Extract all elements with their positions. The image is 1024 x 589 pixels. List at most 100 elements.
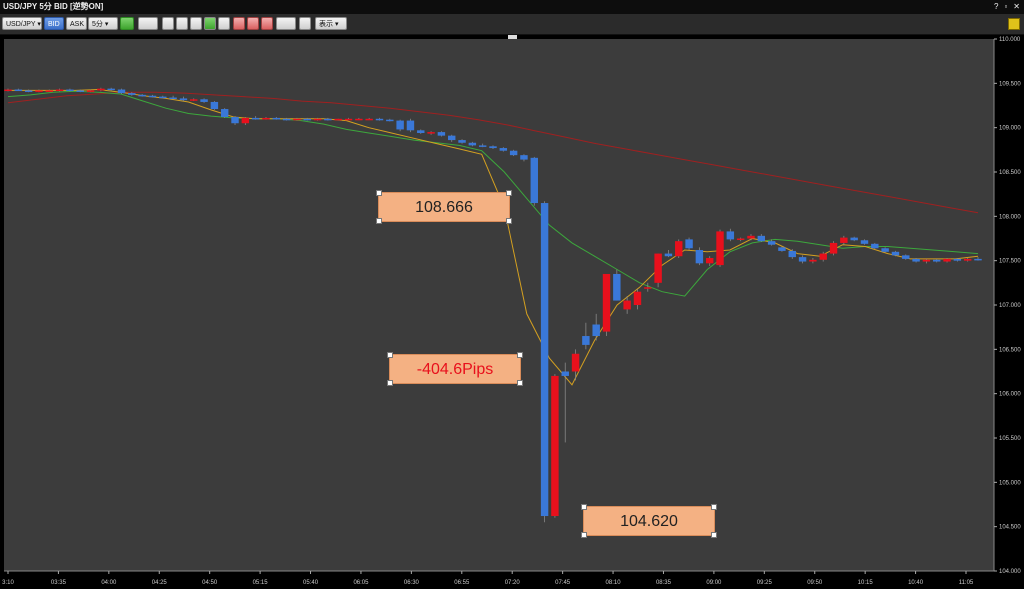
draw-tool-icon[interactable] bbox=[276, 17, 296, 30]
candle-body bbox=[726, 231, 735, 240]
plot-background bbox=[4, 39, 994, 571]
candle-body bbox=[468, 142, 477, 146]
candle-body bbox=[654, 253, 662, 283]
y-tick-label: 105.500 bbox=[999, 436, 1021, 442]
help-icon[interactable]: ? bbox=[994, 2, 999, 11]
candle-body bbox=[128, 93, 136, 95]
window-titlebar: USD/JPY 5分 BID [逆勢ON] ? ▫ ✕ bbox=[0, 0, 1024, 14]
candle-body bbox=[860, 240, 869, 244]
candle-body bbox=[747, 235, 755, 239]
candle-body bbox=[406, 120, 415, 131]
high-price-callout[interactable]: 108.666 bbox=[376, 190, 512, 224]
y-tick-label: 109.500 bbox=[999, 81, 1021, 87]
candle-body bbox=[324, 118, 332, 121]
candle-body bbox=[850, 237, 858, 241]
candle-body bbox=[602, 273, 611, 332]
symbol-select[interactable]: USD/JPY ▾ bbox=[2, 17, 42, 30]
candle-body bbox=[24, 90, 33, 92]
x-tick-label: 3:10 bbox=[2, 580, 14, 586]
interval-select[interactable]: 5分 ▾ bbox=[88, 17, 118, 30]
candle-body bbox=[159, 96, 167, 99]
candle-body bbox=[45, 90, 53, 92]
alert-icon[interactable] bbox=[261, 17, 273, 30]
copy-icon[interactable] bbox=[299, 17, 311, 30]
candle-body bbox=[767, 241, 776, 245]
zoom-in-icon[interactable] bbox=[162, 17, 174, 30]
candle-body bbox=[881, 248, 889, 252]
candle-body bbox=[293, 118, 301, 121]
candle-body bbox=[798, 257, 807, 262]
order-icon[interactable] bbox=[233, 17, 245, 30]
settings-grid-icon[interactable] bbox=[1008, 18, 1020, 30]
candle-body bbox=[675, 241, 683, 257]
x-tick-label: 06:30 bbox=[404, 580, 420, 586]
candle-body bbox=[427, 132, 435, 134]
candle-body bbox=[922, 259, 931, 262]
grid-icon[interactable] bbox=[204, 17, 216, 30]
candle-body bbox=[571, 353, 580, 372]
candle-body bbox=[210, 101, 219, 110]
zoom-out-icon[interactable] bbox=[176, 17, 188, 30]
x-tick-label: 05:15 bbox=[253, 580, 269, 586]
candle-body bbox=[499, 148, 508, 151]
ask-button[interactable]: ASK bbox=[66, 17, 87, 30]
candle-body bbox=[736, 238, 745, 240]
candle-body bbox=[14, 89, 23, 92]
candle-body bbox=[551, 375, 559, 517]
candle-body bbox=[365, 118, 373, 121]
candle-body bbox=[375, 118, 384, 121]
x-tick-label: 03:35 bbox=[51, 580, 67, 586]
candle-body bbox=[355, 118, 363, 121]
window-controls: ? ▫ ✕ bbox=[994, 0, 1020, 14]
x-tick-label: 06:55 bbox=[454, 580, 470, 586]
chart-type-icon[interactable] bbox=[138, 17, 158, 30]
candle-body bbox=[592, 324, 600, 337]
candle-body bbox=[138, 94, 146, 97]
x-tick-label: 06:05 bbox=[353, 580, 369, 586]
pips-label: -404.6Pips bbox=[416, 361, 494, 378]
y-tick-label: 105.000 bbox=[999, 480, 1021, 486]
window-icon[interactable] bbox=[218, 17, 230, 30]
candle-body bbox=[933, 259, 941, 262]
refresh-icon[interactable] bbox=[120, 17, 134, 30]
candle-body bbox=[695, 250, 704, 264]
high-price-label: 108.666 bbox=[415, 199, 473, 216]
candle-body bbox=[613, 273, 621, 301]
order-alt-icon[interactable] bbox=[247, 17, 259, 30]
price-chart[interactable]: 110.000 109.500 109.000 108.500 108.000 107.5… bbox=[0, 35, 1024, 589]
crosshair-icon[interactable] bbox=[190, 17, 202, 30]
candle-body bbox=[778, 247, 786, 251]
candle-body bbox=[943, 258, 951, 262]
candle-body bbox=[489, 146, 497, 149]
close-icon[interactable]: ✕ bbox=[1013, 2, 1020, 11]
candle-body bbox=[220, 109, 229, 118]
display-menu-label: 表示 bbox=[319, 21, 333, 28]
candle-body bbox=[386, 119, 394, 122]
x-tick-label: 04:00 bbox=[101, 580, 117, 586]
low-price-callout[interactable]: 104.620 bbox=[581, 504, 717, 538]
candle-body bbox=[107, 88, 115, 91]
x-tick-label: 04:50 bbox=[202, 580, 218, 586]
candle-body bbox=[241, 117, 250, 124]
candle-body bbox=[561, 371, 569, 376]
candle-body bbox=[819, 253, 827, 260]
minimize-icon[interactable]: ▫ bbox=[1004, 2, 1008, 11]
candle-body bbox=[344, 118, 353, 121]
candle-body bbox=[705, 258, 714, 264]
candle-body bbox=[313, 118, 322, 121]
candle-body bbox=[251, 117, 260, 120]
candle-body bbox=[76, 90, 84, 92]
candle-body bbox=[272, 117, 281, 120]
display-menu[interactable]: 表示 ▾ bbox=[315, 17, 347, 30]
interval-value: 5分 bbox=[92, 21, 103, 28]
pips-callout[interactable]: -404.6Pips bbox=[387, 352, 523, 386]
candle-body bbox=[953, 258, 962, 261]
candle-body bbox=[55, 89, 64, 92]
collapse-handle bbox=[508, 35, 517, 39]
bid-button[interactable]: BID bbox=[44, 17, 64, 30]
y-tick-label: 106.500 bbox=[999, 347, 1021, 353]
candle-body bbox=[716, 231, 724, 266]
ma-mid-line bbox=[7, 90, 979, 297]
candle-body bbox=[809, 259, 817, 262]
candle-body bbox=[623, 300, 631, 310]
